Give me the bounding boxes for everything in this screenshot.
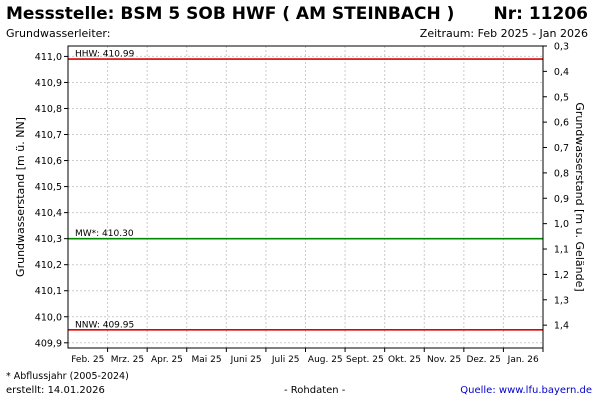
created-date: erstellt: 14.01.2026 xyxy=(6,385,105,396)
y-axis-label-left: Grundwasserstand [m ü. NN] xyxy=(14,117,27,277)
x-tick-label: Aug. 25 xyxy=(308,355,343,365)
y-tick-label-right: 1,4 xyxy=(554,321,569,332)
grid-vertical xyxy=(107,46,504,348)
x-axis: Feb. 25 Mrz. 25 Apr. 25 Mai 25 Juni 25 Juli 2… xyxy=(71,348,544,365)
y-tick-label-right: 1,0 xyxy=(554,219,569,230)
station-number: Nr: 11206 xyxy=(493,4,588,24)
y-tick-label-right: 0,7 xyxy=(554,143,569,154)
y-tick-label-right: 1,2 xyxy=(554,270,569,281)
grid-horizontal xyxy=(68,55,543,344)
x-tick-label: Mrz. 25 xyxy=(111,355,144,365)
y-tick-label-right: 0,5 xyxy=(554,92,569,103)
y-tick-label-left: 410,8 xyxy=(35,104,62,115)
reference-line-label: NNW: 409.95 xyxy=(75,320,134,330)
x-tick-label: Juni 25 xyxy=(230,355,262,365)
y-tick-label-left: 410,9 xyxy=(35,78,62,89)
y-tick-label-left: 410,5 xyxy=(35,182,62,193)
y-tick-label-left: 410,0 xyxy=(35,312,62,323)
period-label: Zeitraum: Feb 2025 - Jan 2026 xyxy=(419,27,588,40)
y-tick-label-right: 0,8 xyxy=(554,168,569,179)
y-tick-label-left: 410,6 xyxy=(35,156,62,167)
rawdata-label: - Rohdaten - xyxy=(284,385,346,396)
y-axis-left: 409,9 410,0 410,1 410,2 410,3 410,4 410,5 410,6… xyxy=(35,52,68,349)
station-title: Messstelle: BSM 5 SOB HWF ( AM STEINBACH… xyxy=(6,4,455,24)
y-tick-label-right: 1,3 xyxy=(554,295,569,306)
y-tick-label-left: 410,7 xyxy=(35,130,62,141)
x-tick-label: Feb. 25 xyxy=(71,355,104,365)
aquifer-label: Grundwasserleiter: xyxy=(6,27,111,40)
y-tick-label-right: 1,1 xyxy=(554,245,569,256)
x-tick-label: Mai 25 xyxy=(191,355,221,365)
y-tick-label-left: 410,3 xyxy=(35,234,62,245)
reference-line-label: MW*: 410.30 xyxy=(75,229,134,239)
x-tick-label: Okt. 25 xyxy=(388,355,421,365)
reference-lines: HHW: 410.99 MW*: 410.30 NNW: 409.95 xyxy=(68,50,543,331)
x-tick-label: Sept. 25 xyxy=(346,355,384,365)
y-tick-label-left: 410,2 xyxy=(35,260,62,271)
y-axis-label-right: Grundwasserstand [m u. Gelände] xyxy=(573,102,586,291)
source-link[interactable]: Quelle: www.lfu.bayern.de xyxy=(460,385,592,396)
x-tick-label: Nov. 25 xyxy=(427,355,461,365)
y-tick-label-left: 409,9 xyxy=(35,338,62,349)
y-tick-label-left: 411,0 xyxy=(35,52,62,63)
footnote: * Abflussjahr (2005-2024) xyxy=(6,371,129,382)
x-tick-label: Jan. 26 xyxy=(507,355,539,365)
y-tick-label-right: 0,9 xyxy=(554,194,569,205)
x-tick-label: Juli 25 xyxy=(271,355,300,365)
x-tick-label: Dez. 25 xyxy=(466,355,500,365)
y-tick-label-left: 410,4 xyxy=(35,208,62,219)
y-tick-label-right: 0,3 xyxy=(554,42,569,53)
reference-line-label: HHW: 410.99 xyxy=(75,50,135,60)
y-tick-label-right: 0,4 xyxy=(554,67,569,78)
x-tick-label: Apr. 25 xyxy=(151,355,183,365)
y-tick-label-right: 0,6 xyxy=(554,118,569,129)
y-axis-right: 0,3 0,4 0,5 0,6 0,7 0,8 0,9 1,0 1,1 1,2 1,3 1,4 xyxy=(543,42,569,332)
y-tick-label-left: 410,1 xyxy=(35,286,62,297)
